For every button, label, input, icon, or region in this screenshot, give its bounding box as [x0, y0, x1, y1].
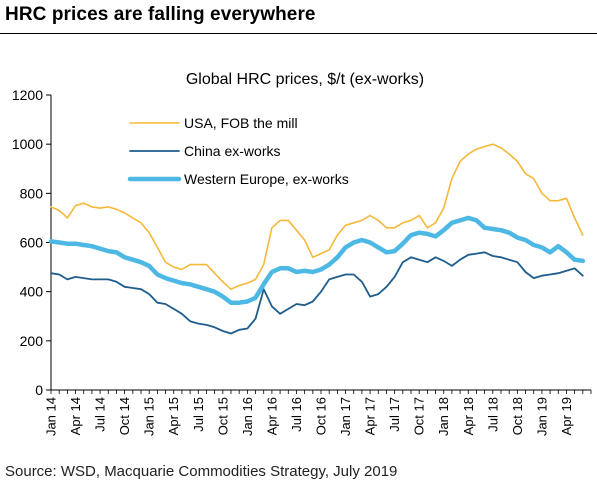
series-line [50, 251, 584, 335]
y-tick-label: 0 [35, 382, 43, 398]
y-tick-label: 1000 [12, 136, 43, 152]
x-tick-label: Apr 18 [461, 397, 476, 435]
x-tick-label: Apr 16 [264, 397, 279, 435]
x-tick-label: Jul 16 [289, 397, 304, 432]
legend-label: China ex-works [184, 143, 280, 159]
x-tick-label: Jan 18 [436, 397, 451, 436]
x-tick-label: Jan 15 [142, 397, 157, 436]
y-tick-label: 200 [20, 333, 44, 349]
chart-title: Global HRC prices, $/t (ex-works) [186, 71, 424, 88]
x-tick-label: Apr 17 [363, 397, 378, 435]
title-divider [0, 33, 597, 34]
y-tick-label: 1200 [12, 87, 43, 103]
series-1 [50, 143, 584, 290]
x-tick-label: Oct 14 [117, 397, 132, 435]
x-tick-label: Oct 18 [510, 397, 525, 435]
legend-label: USA, FOB the mill [184, 115, 298, 131]
chart-axes [50, 95, 591, 391]
series-3 [48, 215, 586, 305]
x-tick-label: Oct 16 [314, 397, 329, 435]
series-2 [50, 251, 584, 335]
x-tick-label: Jan 17 [338, 397, 353, 436]
y-tick-label: 400 [20, 284, 44, 300]
page-title: HRC prices are falling everywhere [5, 4, 316, 25]
x-tick-label: Oct 17 [412, 397, 427, 435]
x-tick-label: Oct 15 [215, 397, 230, 435]
series-layer [48, 143, 586, 335]
x-tick-label: Jan 14 [44, 397, 59, 436]
x-tick-label: Jan 16 [240, 397, 255, 436]
x-tick-label: Jul 18 [485, 397, 500, 432]
x-tick-label: Jan 19 [534, 397, 549, 436]
x-tick-label: Jul 15 [191, 397, 206, 432]
x-tick-label: Apr 14 [68, 397, 83, 435]
x-tick-label: Apr 15 [166, 397, 181, 435]
y-tick-label: 800 [20, 185, 44, 201]
series-line [48, 215, 586, 305]
x-tick-label: Apr 19 [559, 397, 574, 435]
x-axis-ticks: Jan 14 Apr 14 Jul 14 Oct 14 Jan 15 Apr 15 Jul … [44, 390, 592, 436]
source-note: Source: WSD, Macquarie Commodities Strat… [5, 463, 398, 480]
chart-legend: USA, FOB the mill China ex-works Western E… [127, 115, 349, 187]
y-axis-ticks: 0 200 400 600 800 1000 1200 [12, 87, 51, 398]
legend-label: Western Europe, ex-works [184, 171, 349, 187]
y-tick-label: 600 [20, 235, 44, 251]
x-tick-label: Jul 17 [387, 397, 402, 432]
series-line [50, 143, 584, 290]
x-tick-label: Jul 14 [93, 397, 108, 432]
